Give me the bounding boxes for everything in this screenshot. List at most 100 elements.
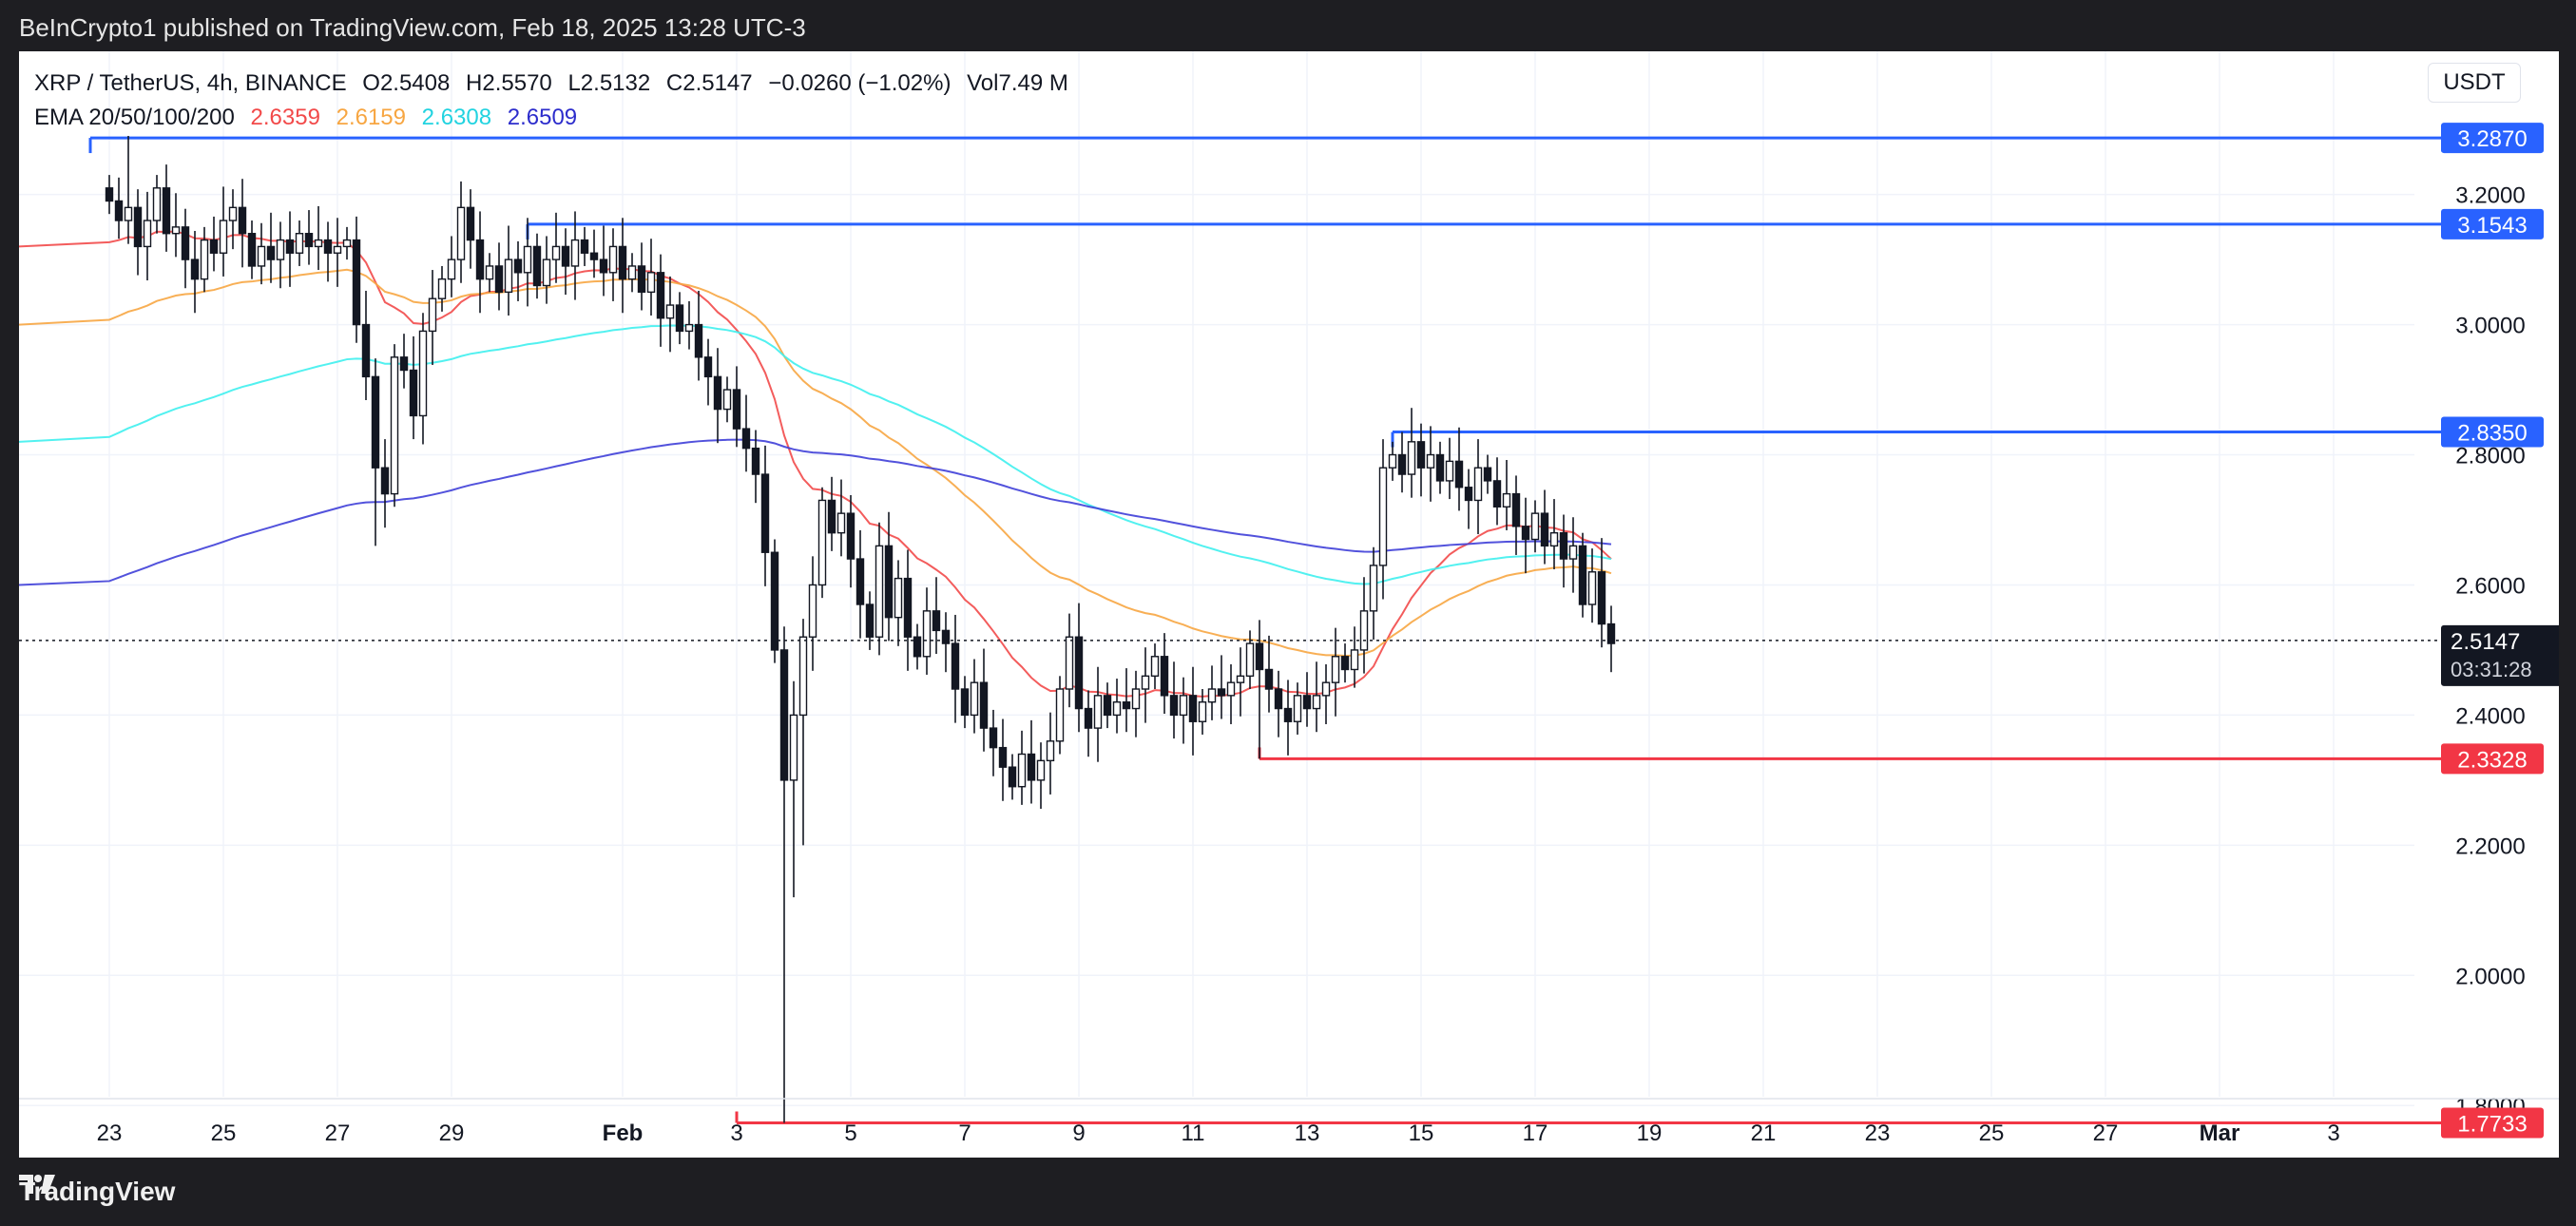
candle-body bbox=[1293, 695, 1302, 722]
candle bbox=[798, 619, 808, 846]
candle-body bbox=[1587, 571, 1597, 605]
x-tick-label: Mar bbox=[2200, 1121, 2240, 1146]
candle bbox=[618, 218, 627, 314]
candle bbox=[627, 253, 637, 293]
candle-body bbox=[437, 278, 447, 299]
x-tick-label: Feb bbox=[603, 1121, 644, 1146]
candle-body bbox=[789, 714, 798, 781]
chart-area[interactable]: 3.2000 3.0000 2.8000 2.6000 2.4000 2.2000 2.00… bbox=[19, 51, 2559, 1158]
candle bbox=[1112, 679, 1122, 734]
candle bbox=[456, 181, 466, 283]
candle-body bbox=[304, 233, 314, 248]
chart-legend: XRP / TetherUS, 4h, BINANCE O2.5408 H2.5… bbox=[34, 67, 1078, 135]
candle-body bbox=[1350, 649, 1359, 671]
candle-body bbox=[1483, 467, 1492, 482]
candle bbox=[276, 221, 285, 289]
candle bbox=[361, 290, 371, 401]
candle bbox=[1597, 538, 1606, 648]
x-tick-label: 11 bbox=[1182, 1121, 1205, 1146]
price-chart[interactable]: 3.2000 3.0000 2.8000 2.6000 2.4000 2.2000 2.00… bbox=[19, 51, 2559, 1158]
ohlc-high: H2.5570 bbox=[466, 70, 552, 96]
candle-body bbox=[1122, 701, 1131, 710]
open-value: 2.5408 bbox=[379, 70, 451, 96]
candle bbox=[494, 242, 504, 311]
candle-body bbox=[504, 259, 513, 294]
candle bbox=[162, 164, 171, 252]
candle-body bbox=[1160, 656, 1169, 697]
tradingview-brand[interactable]: TradingView bbox=[19, 1173, 175, 1211]
candle bbox=[1264, 635, 1274, 713]
candle-body bbox=[1549, 531, 1559, 547]
candle bbox=[228, 189, 238, 250]
candle bbox=[675, 292, 684, 345]
candle bbox=[1017, 730, 1027, 805]
candle bbox=[542, 236, 551, 304]
candle bbox=[1046, 712, 1055, 795]
ema-label[interactable]: EMA 20/50/100/200 bbox=[34, 105, 235, 130]
candle bbox=[903, 549, 913, 671]
candle-body bbox=[466, 206, 475, 241]
candle-body bbox=[352, 239, 361, 326]
candle-body bbox=[561, 245, 570, 267]
candle-body bbox=[1036, 759, 1046, 781]
y-tick-label: 2.4000 bbox=[2455, 703, 2525, 729]
candle-body bbox=[1540, 512, 1549, 547]
level-price-tag bbox=[2441, 743, 2544, 775]
candle bbox=[352, 216, 361, 343]
candle-body bbox=[551, 245, 561, 260]
candle-body bbox=[1407, 441, 1416, 475]
candle bbox=[1122, 668, 1131, 733]
candle bbox=[1483, 454, 1492, 494]
y-tick-label: 2.0000 bbox=[2455, 964, 2525, 989]
low-label: L bbox=[567, 70, 581, 96]
candle-body bbox=[808, 584, 817, 638]
candle bbox=[399, 334, 409, 389]
candle bbox=[932, 577, 941, 655]
candle bbox=[1084, 690, 1093, 757]
candle-body bbox=[266, 245, 276, 260]
bar-countdown-label: 03:31:28 bbox=[2451, 658, 2532, 681]
candle bbox=[855, 529, 865, 639]
candle-body bbox=[1492, 480, 1502, 508]
candle bbox=[656, 254, 665, 347]
candle bbox=[1454, 427, 1464, 511]
candle-body bbox=[970, 681, 979, 717]
candle-body bbox=[979, 681, 989, 729]
candle bbox=[504, 225, 513, 316]
candle bbox=[779, 626, 789, 1123]
candle-body bbox=[941, 629, 951, 644]
candle-body bbox=[257, 245, 266, 267]
candle bbox=[589, 229, 599, 278]
candle-body bbox=[1511, 492, 1521, 527]
candle bbox=[114, 177, 124, 239]
candle bbox=[646, 239, 656, 316]
candle bbox=[570, 211, 580, 300]
candle bbox=[1293, 682, 1302, 735]
candle-body bbox=[390, 356, 399, 495]
currency-button[interactable]: USDT bbox=[2428, 63, 2521, 103]
candle bbox=[1321, 663, 1331, 724]
candle bbox=[219, 186, 228, 277]
symbol-label[interactable]: XRP / TetherUS, 4h, BINANCE bbox=[34, 70, 347, 96]
candle-body bbox=[951, 642, 960, 690]
candle-body bbox=[1264, 668, 1274, 690]
level-lines bbox=[88, 136, 2441, 1125]
candle-body bbox=[1283, 707, 1293, 722]
candle bbox=[894, 560, 903, 646]
candles[interactable] bbox=[105, 136, 1616, 1123]
candle bbox=[247, 220, 257, 279]
candle bbox=[475, 211, 485, 314]
tradingview-logo-icon bbox=[19, 1175, 55, 1194]
candle bbox=[989, 709, 998, 776]
candle bbox=[485, 253, 494, 293]
candle-body bbox=[989, 727, 998, 749]
candle bbox=[770, 539, 779, 663]
candle bbox=[1568, 517, 1578, 593]
footer-bar: TradingView bbox=[0, 1158, 2576, 1226]
candle bbox=[105, 175, 114, 215]
candle-body bbox=[114, 200, 124, 221]
candle-body bbox=[494, 265, 504, 294]
candle-body bbox=[219, 220, 228, 254]
candle bbox=[1378, 439, 1388, 600]
candle bbox=[1217, 655, 1226, 719]
